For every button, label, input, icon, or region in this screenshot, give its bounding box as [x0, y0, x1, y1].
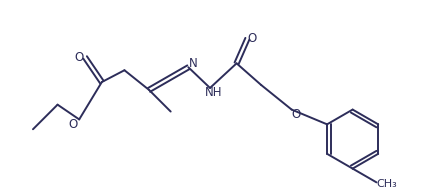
Text: N: N — [189, 57, 197, 70]
Text: NH: NH — [205, 86, 223, 99]
Text: O: O — [69, 118, 78, 131]
Text: CH₃: CH₃ — [376, 179, 397, 189]
Text: O: O — [75, 51, 84, 64]
Text: O: O — [248, 32, 257, 45]
Text: O: O — [291, 108, 300, 121]
